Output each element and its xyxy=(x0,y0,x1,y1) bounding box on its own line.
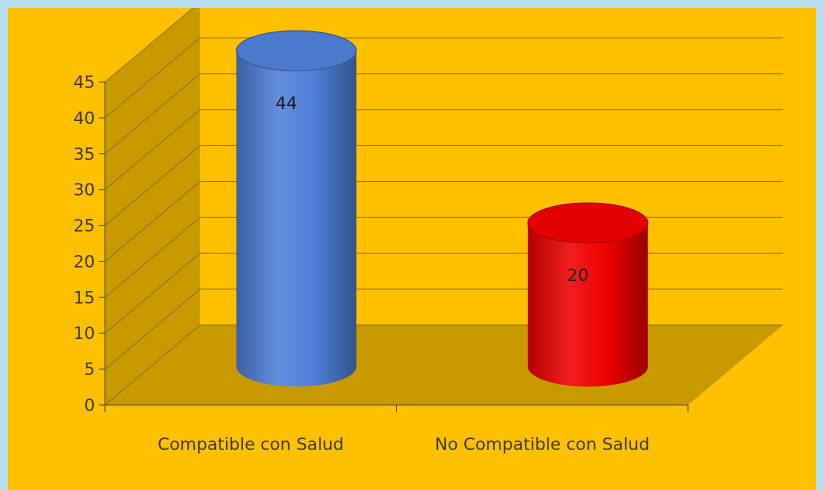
bar-top xyxy=(527,202,649,244)
bars: 44 20 xyxy=(235,30,649,387)
y-tick-label: 10 xyxy=(73,324,95,344)
bar-chart: 0 5 10 15 20 25 30 35 40 45 44 20 Compatible con S… xyxy=(8,8,816,490)
chart-area: 0 5 10 15 20 25 30 35 40 45 44 20 Compatible con S… xyxy=(8,8,816,490)
bar-cylinder: 20 xyxy=(527,202,649,387)
y-tick-label: 5 xyxy=(84,360,95,380)
gridline xyxy=(104,73,783,155)
bar-body xyxy=(236,50,357,387)
gridline xyxy=(104,180,783,262)
y-tick-label: 15 xyxy=(73,288,95,308)
bar-body xyxy=(527,223,648,387)
y-tick-label: 20 xyxy=(73,252,95,272)
y-tick-label: 25 xyxy=(73,217,95,237)
bar-top xyxy=(235,30,357,72)
x-axis: Compatible con Salud No Compatible con Sa… xyxy=(104,404,689,455)
gridline xyxy=(104,109,783,191)
y-tick-label: 45 xyxy=(73,73,95,93)
chart-floor xyxy=(105,325,783,405)
gridline xyxy=(104,145,783,226)
y-tick-label: 40 xyxy=(73,109,95,129)
y-tick-label: 30 xyxy=(73,181,95,201)
y-axis: 0 5 10 15 20 25 30 35 40 45 xyxy=(73,73,106,416)
gridline xyxy=(104,8,194,83)
y-tick-label: 0 xyxy=(84,396,95,416)
y-tick-label: 35 xyxy=(73,145,95,165)
x-category-label: No Compatible con Salud xyxy=(435,435,650,455)
bar-data-label: 44 xyxy=(276,94,298,114)
bar-cylinder: 44 xyxy=(235,30,357,387)
bar-data-label: 20 xyxy=(567,266,589,286)
chart-side-wall xyxy=(105,8,200,405)
x-category-label: Compatible con Salud xyxy=(158,435,344,455)
gridline xyxy=(104,37,783,119)
